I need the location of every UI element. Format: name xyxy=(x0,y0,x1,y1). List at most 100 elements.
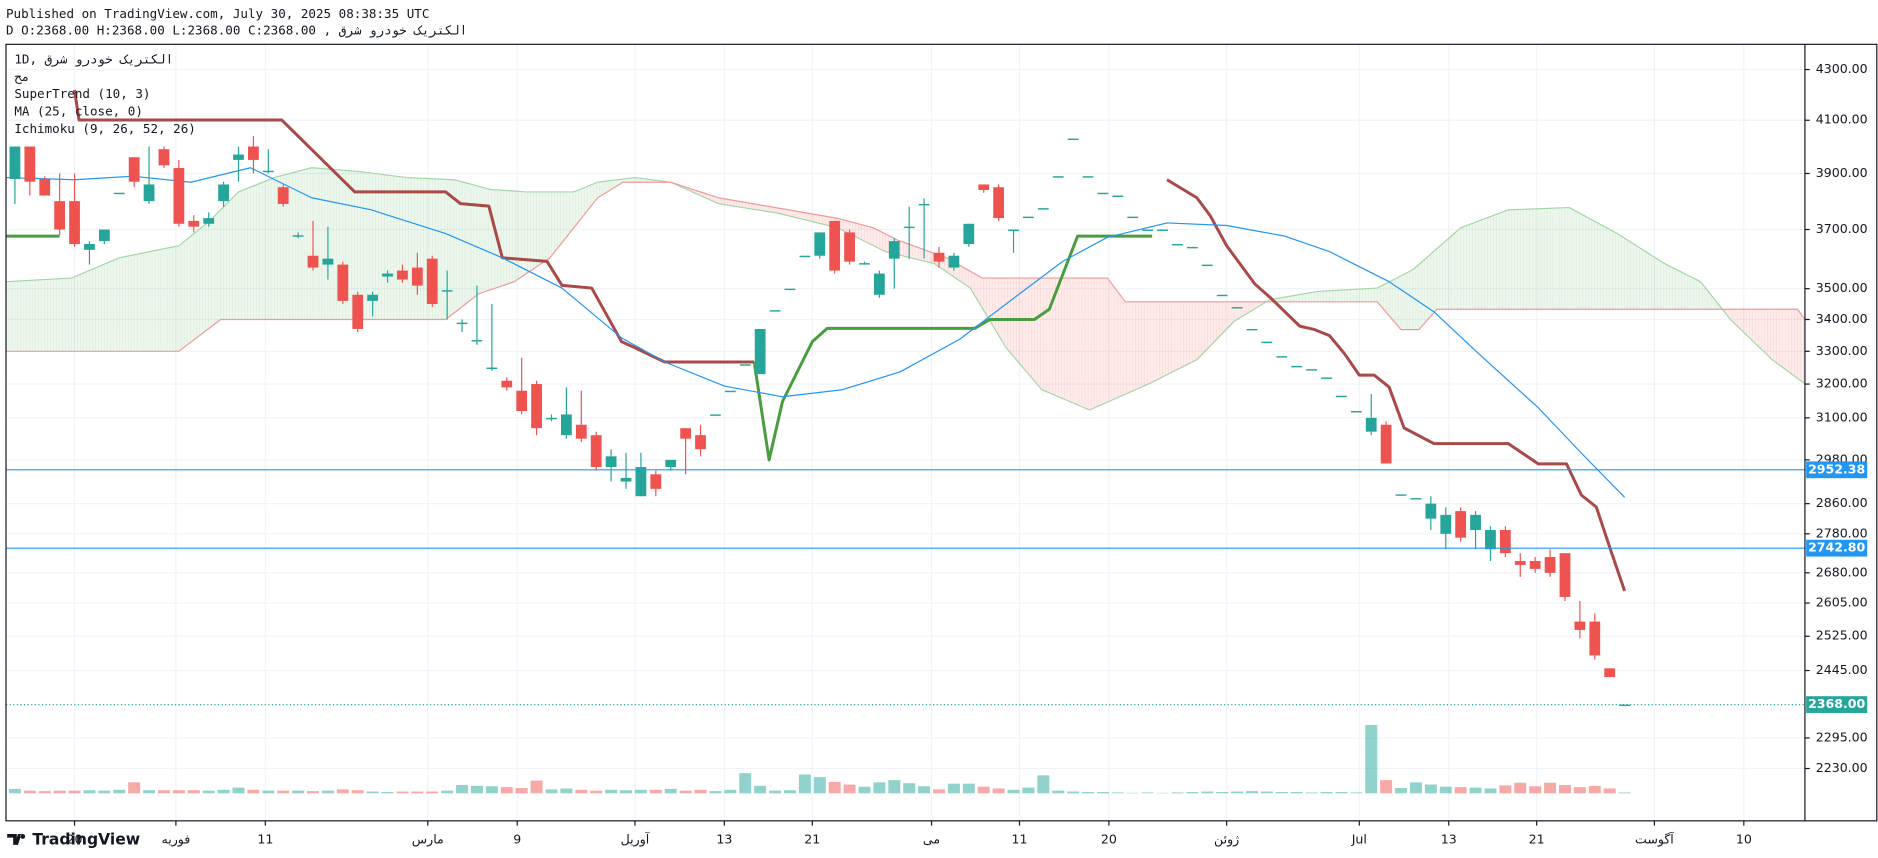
price-label: 2368.00 xyxy=(1808,696,1865,711)
candle-body xyxy=(1008,229,1019,231)
candle-body xyxy=(233,154,244,160)
candle-body xyxy=(1201,264,1213,267)
candle-body xyxy=(1395,494,1407,496)
candle-body xyxy=(1321,377,1332,379)
volume-bar xyxy=(933,789,945,794)
volume-bar xyxy=(292,790,305,794)
candle-body xyxy=(173,168,185,224)
volume-bar xyxy=(1529,786,1542,794)
volume-bar xyxy=(426,791,439,794)
volume-bar xyxy=(843,784,856,794)
candle-body xyxy=(844,232,855,262)
volume-bar xyxy=(1439,786,1452,794)
candle-body xyxy=(1142,229,1154,231)
brand-name: TradingView xyxy=(32,831,140,849)
volume-bar xyxy=(828,781,841,794)
candle-body xyxy=(397,270,408,280)
volume-bar xyxy=(217,789,230,794)
volume-bar xyxy=(813,777,826,794)
volume-bar xyxy=(530,780,543,794)
candle-body xyxy=(337,264,349,301)
volume-bar xyxy=(1201,791,1214,794)
candle-body xyxy=(516,390,528,412)
volume-bar xyxy=(1618,792,1631,794)
volume-bar xyxy=(664,788,677,794)
y-tick-label: 4300.00 xyxy=(1816,61,1868,76)
volume-bar xyxy=(590,790,603,794)
x-tick-label: 20 xyxy=(67,832,83,847)
x-tick-label: 10 xyxy=(1736,832,1752,847)
volume-bar xyxy=(1424,784,1437,794)
candle-body xyxy=(1470,514,1481,531)
candle-body xyxy=(1380,424,1392,464)
volume-bar xyxy=(1573,787,1586,794)
volume-bar xyxy=(98,790,111,794)
candle-body xyxy=(918,203,930,206)
volume-bar xyxy=(754,785,767,794)
volume-bar xyxy=(1067,791,1080,794)
candle-body xyxy=(769,310,781,312)
candle-body xyxy=(620,477,632,482)
volume-bar xyxy=(38,791,51,794)
price-label: 2952.38 xyxy=(1808,461,1865,476)
volume-bar xyxy=(1350,792,1363,794)
candle-body xyxy=(888,241,900,259)
y-tick-label: 2230.00 xyxy=(1816,760,1868,775)
volume-bar xyxy=(679,790,692,794)
legend-entry: MA (25, close, 0) xyxy=(14,104,143,119)
candle-body xyxy=(561,414,572,436)
volume-bar xyxy=(560,788,573,794)
candle-body xyxy=(784,288,796,291)
volume-bar xyxy=(724,789,737,794)
candle-body xyxy=(948,255,960,268)
volume-bar xyxy=(128,782,141,794)
price-label: 2742.80 xyxy=(1808,540,1865,555)
volume-bar xyxy=(232,787,245,794)
symbol-line: الکتریک خودرو شرق , D O:2368.00 H:2368.0… xyxy=(6,23,467,39)
y-tick-label: 4100.00 xyxy=(1816,112,1868,127)
candle-body xyxy=(143,184,155,202)
candle-body xyxy=(1067,138,1079,141)
volume-bar xyxy=(172,790,185,794)
volume-bar xyxy=(649,789,662,794)
volume-bar xyxy=(1484,788,1497,794)
volume-bar xyxy=(262,790,275,794)
candle-body xyxy=(1455,511,1467,538)
candle-body xyxy=(54,201,66,230)
candle-body xyxy=(9,146,21,179)
volume-bar xyxy=(366,791,379,794)
volume-bar xyxy=(1231,791,1244,794)
x-tick-label: 13 xyxy=(1441,832,1457,847)
candle-body xyxy=(1037,208,1049,210)
candle-body xyxy=(1306,369,1317,371)
candle-body xyxy=(486,367,498,369)
volume-bar xyxy=(113,789,126,794)
volume-bar xyxy=(1141,792,1154,794)
volume-bar xyxy=(1216,791,1229,794)
volume-bar xyxy=(351,790,364,794)
volume-bar xyxy=(485,786,498,794)
volume-bar xyxy=(1380,780,1393,794)
candle-body xyxy=(873,273,885,295)
x-tick-label: 13 xyxy=(716,832,732,847)
candle-body xyxy=(680,428,692,439)
price-label-box xyxy=(1806,539,1868,557)
volume-bar xyxy=(1246,791,1258,794)
candle-body xyxy=(590,435,602,468)
candle-body xyxy=(1261,341,1273,344)
volume-bar xyxy=(962,783,975,794)
candle-body xyxy=(367,294,379,301)
candle-body xyxy=(1485,530,1496,550)
volume-bar xyxy=(1186,791,1199,794)
legend-entry: 1D, الکتریک خودرو شرق xyxy=(14,51,173,67)
volume-bar xyxy=(798,774,811,794)
candle-body xyxy=(24,146,36,182)
x-tick-label: 21 xyxy=(804,832,820,847)
candle-body xyxy=(292,235,304,237)
candle-body xyxy=(1276,356,1288,358)
y-tick-label: 3400.00 xyxy=(1816,311,1868,326)
volume-bar xyxy=(68,790,81,794)
